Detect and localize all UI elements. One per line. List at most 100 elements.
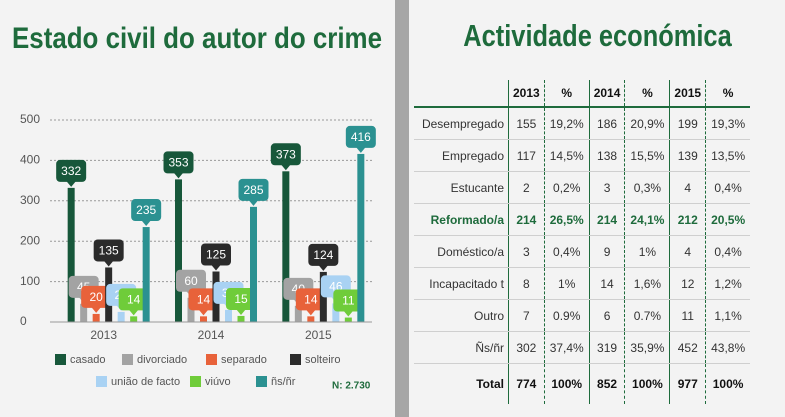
y-tick-label: 300 [20, 193, 40, 207]
table-cell: 0,4% [544, 235, 590, 268]
value-label: 416 [351, 130, 371, 144]
table-cell: Outro [414, 299, 509, 332]
bar [117, 311, 125, 322]
table-cell: 199 [669, 107, 707, 140]
table-cell: 24,1% [624, 203, 670, 236]
table-cell: Incapacitado t [414, 267, 509, 300]
y-tick-label: 200 [20, 233, 40, 247]
label-pointer [305, 309, 316, 316]
legend-swatch [190, 376, 201, 387]
label-badge [163, 151, 194, 174]
bar [332, 303, 340, 322]
table-cell: 26,5% [544, 203, 590, 236]
label-pointer [91, 306, 102, 313]
label-badge [118, 288, 149, 311]
bar [92, 313, 100, 322]
table-cell: 0.7% [624, 299, 670, 332]
value-label: 14 [127, 293, 141, 307]
table-cell: 0,2% [544, 171, 590, 204]
label-pointer [355, 146, 366, 153]
table-cell: Ñs/ñr [414, 331, 509, 364]
table-cell: 0,4% [705, 235, 751, 268]
table-cell: 43,8% [705, 331, 751, 364]
bar [67, 187, 75, 322]
value-label: 14 [197, 293, 211, 307]
table-cell: 15,5% [624, 139, 670, 172]
table-cell: 212 [669, 203, 707, 236]
table-cell: 13,5% [705, 139, 751, 172]
value-label: 285 [243, 183, 263, 197]
header-cell: % [624, 80, 670, 108]
table-cell: 852 [588, 363, 626, 404]
bar [344, 317, 352, 322]
table-cell: Desempregado [414, 107, 509, 140]
chart: Estado civil do autor do crime N: 2.730 … [0, 0, 395, 417]
x-tick-label: 2014 [198, 328, 225, 342]
bar-group: 332 [56, 159, 87, 322]
table-cell: 100% [712, 377, 744, 391]
bar-group: 11 [333, 289, 364, 322]
table-cell: 3 [508, 235, 545, 268]
table-cell: 774 [508, 363, 545, 404]
value-label: 60 [184, 274, 198, 288]
annotation: N: 2.730 [332, 381, 371, 392]
table-row: Total 774 100% 852 100% 977 100% [414, 363, 750, 404]
table-cell: 977 [669, 363, 707, 404]
y-tick-label: 400 [20, 153, 40, 167]
table-cell: 2 [508, 171, 545, 204]
table-row: Outro 7 0.9% 6 0.7% 11 1,1% [414, 299, 751, 332]
table-cell: 19,2% [544, 107, 590, 140]
label-pointer [343, 310, 354, 317]
bar [307, 316, 315, 322]
legend-label: casado [70, 354, 105, 366]
bar-group: 15 [226, 287, 256, 322]
divider [395, 0, 409, 417]
y-tick-label: 500 [20, 112, 40, 126]
x-tick-label: 2015 [305, 328, 332, 342]
bar-group: 20 [81, 285, 112, 322]
value-label: 15 [234, 292, 248, 306]
y-tick-label: 0 [20, 314, 27, 328]
bar [237, 315, 245, 322]
value-label: 20 [89, 290, 103, 304]
bar-group: 235 [131, 199, 162, 322]
table-row: Desempregado 155 19,2% 186 20,9% 199 19,3% [414, 107, 751, 140]
table-cell: 186 [588, 107, 626, 140]
y-tick-label: 100 [20, 274, 40, 288]
header-cell [414, 80, 509, 108]
label-badge [345, 125, 376, 148]
label-pointer [280, 164, 291, 171]
label-pointer [198, 309, 209, 316]
legend-label: união de facto [111, 376, 180, 388]
table-cell: 319 [588, 331, 626, 364]
label-badge [308, 243, 339, 266]
table-cell: 35,9% [624, 331, 670, 364]
table-cell: Total [476, 377, 504, 391]
table-row: Doméstico/a 3 0,4% 9 1% 4 0,4% [414, 235, 751, 268]
bar [142, 227, 150, 322]
chart-bg [0, 0, 395, 417]
label-badge [81, 285, 112, 308]
legend-swatch [256, 376, 267, 387]
table-row: Reformado/a 214 26,5% 214 24,1% 212 20,5% [414, 203, 751, 236]
table-cell: Empregado [414, 139, 509, 172]
label-badge [56, 159, 87, 182]
table-row: Estucante 2 0,2% 3 0,3% 4 0,4% [414, 171, 751, 204]
label-badge [270, 143, 301, 166]
bar [175, 179, 182, 322]
value-label: 125 [206, 248, 226, 262]
table-cell: 138 [588, 139, 626, 172]
header-cell: % [544, 80, 590, 108]
label-pointer [66, 180, 77, 187]
table-row: Incapacitado t 8 1% 14 1,6% 12 1,2% [414, 267, 751, 300]
table-cell: 8 [508, 267, 545, 300]
table-title: Actividade económica [463, 18, 732, 53]
legend-swatch [96, 376, 107, 387]
table-cell: 6 [588, 299, 626, 332]
value-label: 14 [304, 293, 318, 307]
label-badge [238, 178, 269, 201]
table-cell: 1,2% [705, 267, 751, 300]
table-cell: 20,9% [624, 107, 670, 140]
label-pointer [236, 308, 246, 315]
label-badge [176, 269, 206, 292]
